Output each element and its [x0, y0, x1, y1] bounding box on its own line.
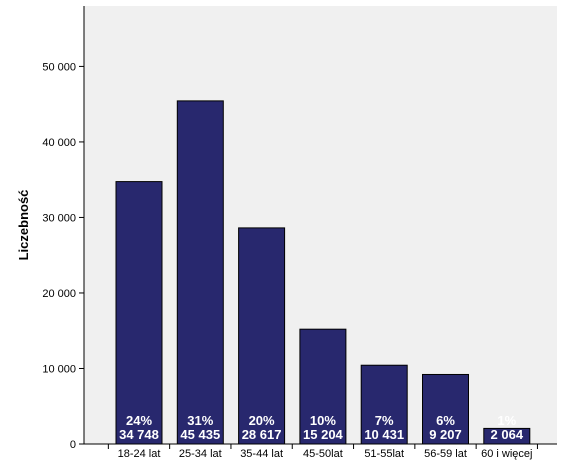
x-axis: 18-24 lat 25-34 lat 35-44 lat 45-50lat 51-55… — [84, 443, 557, 460]
bar — [238, 227, 286, 445]
bar-value-label: 45 435 — [180, 427, 220, 442]
bar-percent-label: 6% — [436, 413, 455, 428]
y-axis-title: Liczebność — [16, 190, 31, 261]
bar-value-label: 10 431 — [364, 427, 404, 442]
bar-percent-label: 20% — [249, 413, 275, 428]
x-tick-label: 18-24 lat — [118, 448, 161, 460]
bar-value-label: 28 617 — [242, 427, 282, 442]
y-tick-label: 0 — [70, 439, 76, 451]
bar — [176, 100, 224, 445]
x-tick-label: 35-44 lat — [240, 448, 283, 460]
bar-value-label: 34 748 — [119, 427, 159, 442]
x-tick-label: 25-34 lat — [179, 448, 222, 460]
bar-percent-label: 31% — [187, 413, 213, 428]
x-tick-label: 56-59 lat — [424, 448, 467, 460]
y-tick-label: 20 000 — [42, 288, 76, 300]
x-tick-label: 60 i więcej — [481, 448, 532, 460]
y-tick-label: 40 000 — [42, 137, 76, 149]
bar-value-label: 2 064 — [491, 427, 524, 442]
bar-value-label: 15 204 — [303, 427, 344, 442]
bar-percent-label: 1% — [497, 413, 516, 428]
y-axis: 0 10 000 20 000 30 000 40 000 50 000 — [42, 6, 85, 451]
bar-percent-label: 24% — [126, 413, 152, 428]
data-labels-layer: 24%34 748 31%45 435 20%28 617 10%15 204 7%10… — [119, 413, 524, 442]
y-tick-label: 30 000 — [42, 212, 76, 224]
y-tick-label: 50 000 — [42, 61, 76, 73]
bar-value-label: 9 207 — [429, 427, 462, 442]
bar-percent-label: 7% — [375, 413, 394, 428]
bars-layer — [115, 100, 531, 445]
x-tick-label: 51-55lat — [364, 448, 404, 460]
x-tick-label: 45-50lat — [303, 448, 343, 460]
bar-percent-label: 10% — [310, 413, 336, 428]
bar — [115, 181, 163, 445]
y-tick-label: 10 000 — [42, 363, 76, 375]
